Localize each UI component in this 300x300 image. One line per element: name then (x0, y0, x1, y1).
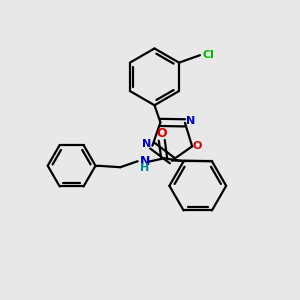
Text: N: N (140, 155, 150, 168)
Text: Cl: Cl (203, 50, 215, 60)
Text: O: O (193, 141, 202, 152)
Text: O: O (156, 127, 166, 140)
Text: N: N (142, 139, 152, 149)
Text: H: H (140, 164, 149, 173)
Text: N: N (186, 116, 195, 126)
